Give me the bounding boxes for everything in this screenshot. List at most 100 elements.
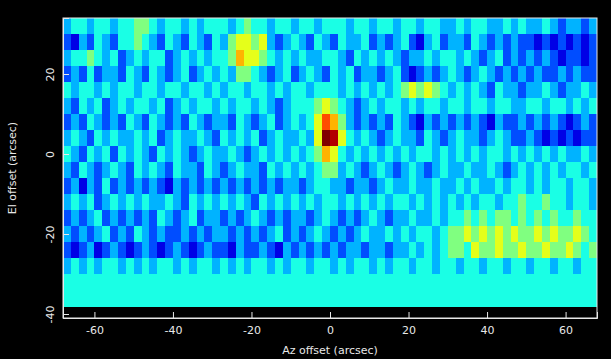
- heatmap-cell: [471, 258, 479, 275]
- heatmap-cell: [558, 226, 566, 243]
- heatmap-cell: [236, 178, 244, 195]
- heatmap-cell: [299, 178, 307, 195]
- heatmap-cell: [566, 274, 574, 307]
- heatmap-cell: [338, 34, 346, 51]
- heatmap-cell: [464, 18, 472, 35]
- heatmap-cell: [581, 178, 589, 195]
- heatmap-cell: [157, 18, 165, 35]
- heatmap-cell: [244, 34, 252, 51]
- heatmap-cell: [566, 146, 574, 163]
- heatmap-cell: [416, 98, 424, 115]
- heatmap-cell: [87, 82, 95, 99]
- heatmap-cell: [165, 146, 173, 163]
- heatmap-cell: [244, 194, 252, 211]
- heatmap-cell: [244, 18, 252, 35]
- heatmap-cell: [220, 194, 228, 211]
- heatmap-cell: [479, 162, 487, 179]
- x-tick-label: -40: [164, 324, 182, 337]
- heatmap-cell: [283, 82, 291, 99]
- heatmap-cell: [566, 226, 574, 243]
- heatmap-cell: [173, 146, 181, 163]
- heatmap-cell: [589, 18, 597, 35]
- heatmap-cell: [448, 50, 456, 67]
- heatmap-cell: [581, 210, 589, 227]
- heatmap-cell: [432, 274, 440, 307]
- heatmap-cell: [204, 34, 212, 51]
- heatmap-cell: [63, 114, 71, 131]
- heatmap-cell: [197, 226, 205, 243]
- heatmap-cell: [259, 162, 267, 179]
- heatmap-cell: [432, 114, 440, 131]
- heatmap-cell: [306, 82, 314, 99]
- heatmap-cell: [393, 18, 401, 35]
- heatmap-cell: [424, 258, 432, 275]
- heatmap-cell: [511, 18, 519, 35]
- heatmap-cell: [204, 178, 212, 195]
- heatmap-cell: [157, 82, 165, 99]
- heatmap-cell: [558, 18, 566, 35]
- heatmap-cell: [94, 178, 102, 195]
- heatmap-cell: [212, 114, 220, 131]
- heatmap-cell: [102, 114, 110, 131]
- heatmap-cell: [354, 50, 362, 67]
- heatmap-cell: [526, 114, 534, 131]
- heatmap-cell: [102, 98, 110, 115]
- heatmap-cell: [338, 210, 346, 227]
- heatmap-cell: [173, 178, 181, 195]
- heatmap-cell: [291, 82, 299, 99]
- heatmap-cell: [369, 194, 377, 211]
- heatmap-cell: [236, 162, 244, 179]
- heatmap-cell: [479, 114, 487, 131]
- heatmap-cell: [401, 194, 409, 211]
- heatmap-cell: [259, 114, 267, 131]
- heatmap-cell: [456, 162, 464, 179]
- heatmap-cell: [369, 242, 377, 259]
- heatmap-cell: [385, 34, 393, 51]
- heatmap-cell: [424, 274, 432, 307]
- heatmap-cell: [157, 226, 165, 243]
- heatmap-cell: [267, 82, 275, 99]
- heatmap-cell: [487, 130, 495, 147]
- heatmap-cell: [275, 50, 283, 67]
- x-tick: -20: [243, 312, 261, 337]
- heatmap-cell: [94, 114, 102, 131]
- heatmap-cell: [503, 130, 511, 147]
- heatmap-cell: [330, 226, 338, 243]
- heatmap-cell: [440, 194, 448, 211]
- heatmap-cell: [173, 162, 181, 179]
- y-tick-label: -20: [44, 226, 57, 244]
- heatmap-cell: [409, 178, 417, 195]
- heatmap-cell: [573, 130, 581, 147]
- heatmap-cell: [275, 258, 283, 275]
- heatmap-cell: [63, 50, 71, 67]
- heatmap-cell: [267, 242, 275, 259]
- heatmap-cell: [330, 194, 338, 211]
- heatmap-cell: [511, 194, 519, 211]
- x-tick: 40: [481, 312, 495, 337]
- heatmap-cell: [558, 98, 566, 115]
- heatmap-cell: [220, 34, 228, 51]
- heatmap-cell: [550, 34, 558, 51]
- heatmap-cell: [401, 98, 409, 115]
- heatmap-cell: [456, 194, 464, 211]
- heatmap-cell: [157, 114, 165, 131]
- heatmap-cell: [228, 210, 236, 227]
- heatmap-cell: [511, 242, 519, 259]
- heatmap-cell: [385, 178, 393, 195]
- heatmap-cell: [322, 82, 330, 99]
- heatmap-cell: [354, 274, 362, 307]
- heatmap-cell: [212, 50, 220, 67]
- heatmap-cell: [448, 146, 456, 163]
- heatmap-cell: [110, 162, 118, 179]
- heatmap-cell: [440, 114, 448, 131]
- heatmap-cell: [173, 210, 181, 227]
- heatmap-cell: [322, 210, 330, 227]
- heatmap-cell: [181, 274, 189, 307]
- heatmap-cell: [299, 66, 307, 83]
- heatmap-cell: [291, 146, 299, 163]
- heatmap-cell: [236, 82, 244, 99]
- heatmap-cell: [251, 274, 259, 307]
- heatmap-cell: [330, 50, 338, 67]
- heatmap-cell: [369, 98, 377, 115]
- y-tick-mark: [63, 234, 69, 235]
